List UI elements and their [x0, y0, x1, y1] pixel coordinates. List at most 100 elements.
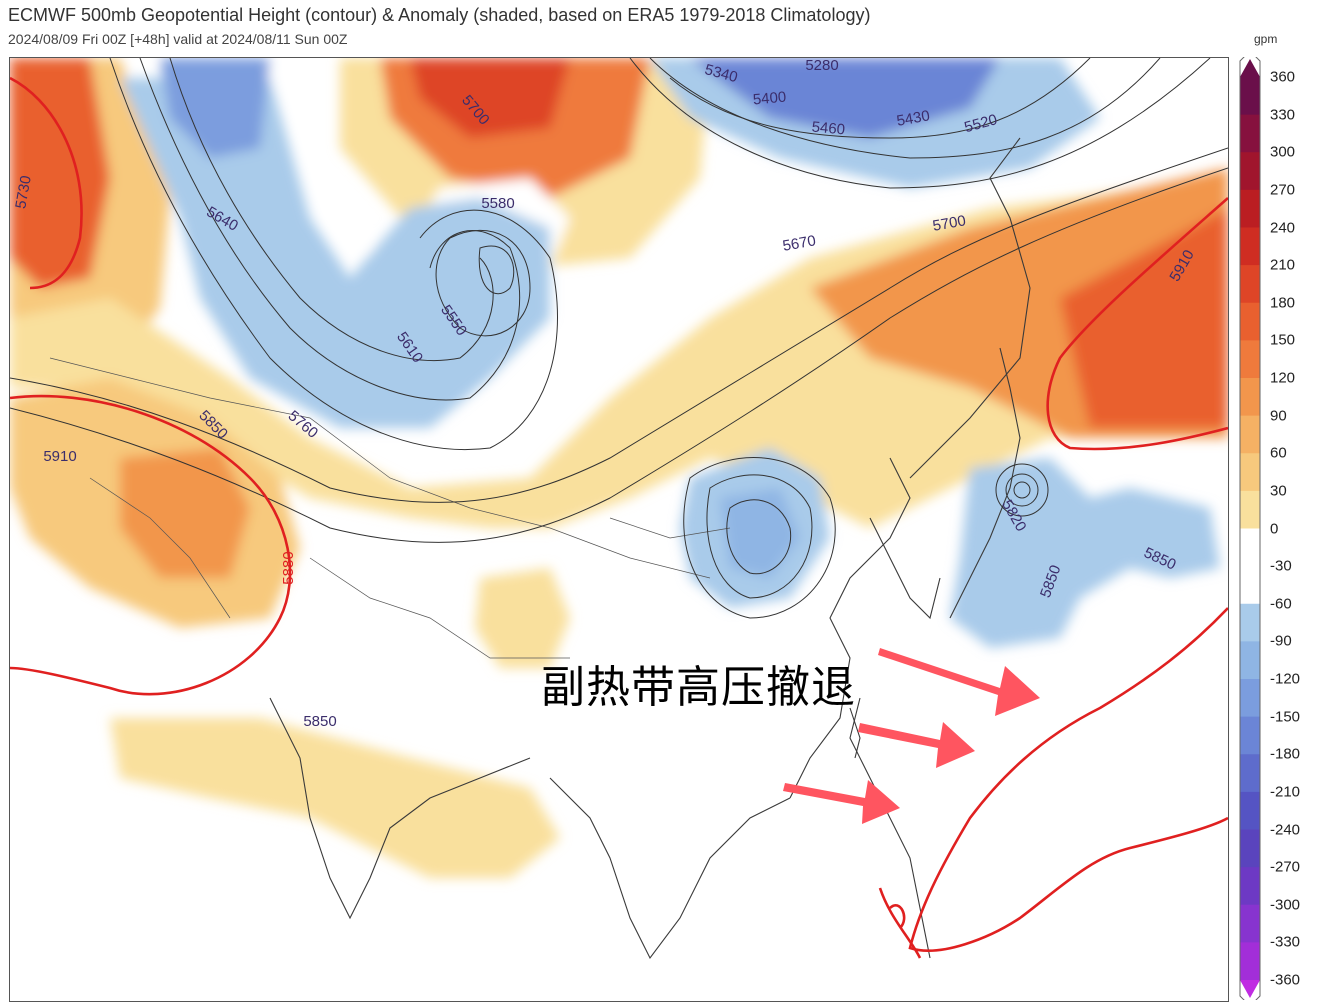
- colorbar-cell: [1240, 378, 1260, 417]
- contour-line: [995, 463, 1049, 517]
- contour-line: [669, 58, 1091, 139]
- contour-line: [10, 147, 1228, 503]
- colorbar-tick-label: -30: [1270, 557, 1292, 575]
- coastline-japan: [949, 347, 1021, 619]
- coastline-indochina: [549, 777, 791, 960]
- coastline-taiwan: [849, 707, 861, 759]
- colorbar-cell: [1240, 340, 1260, 379]
- colorbar-cap-top: [1240, 59, 1260, 77]
- anomaly-positive-west-core: [120, 448, 250, 578]
- colorbar-cell: [1240, 641, 1260, 680]
- colorbar-cell: [1240, 867, 1260, 906]
- contour-label: 5430: [895, 107, 931, 130]
- contour-line: [726, 499, 792, 575]
- colorbar-cap-bottom: [1240, 980, 1260, 998]
- contour-line: [1013, 481, 1031, 499]
- contour-label: 5580: [481, 195, 514, 212]
- height-contours: [10, 58, 1228, 619]
- contour-label: 5700: [931, 212, 967, 235]
- contour-label: 5910: [43, 448, 76, 465]
- contour-line: [706, 474, 813, 599]
- contour-line: [139, 58, 521, 401]
- arrow-bottom[interactable]: [783, 780, 900, 824]
- colorbar-cell: [1240, 904, 1260, 943]
- colorbar-cell: [1240, 679, 1260, 718]
- colorbar-cell: [1240, 189, 1260, 228]
- contour-label: 5400: [752, 89, 787, 109]
- colorbar-tick-label: 150: [1270, 331, 1296, 349]
- contour-line: [478, 245, 515, 295]
- colorbar-tick-label: 180: [1270, 294, 1296, 312]
- colorbar-cell: [1240, 566, 1260, 605]
- colorbar-tick-label: -60: [1270, 595, 1292, 613]
- colorbar-tick-label: -90: [1270, 632, 1292, 650]
- coastline-philippines: [849, 697, 931, 959]
- contour-line: [629, 58, 1211, 189]
- coastline-china: [789, 457, 911, 799]
- colorbar-tick-label: -330: [1270, 933, 1301, 951]
- colorbar-tick-label: 270: [1270, 181, 1296, 199]
- arrow-middle[interactable]: [858, 722, 975, 768]
- colorbar-tick-label: 0: [1270, 520, 1279, 537]
- arrow-top[interactable]: [878, 648, 1040, 716]
- map-panel: 5730 5640 5550 5610 5580 5700 5760 5850 …: [9, 57, 1229, 1002]
- colorbar-tick-label: 240: [1270, 219, 1296, 236]
- contour-line: [649, 58, 1161, 159]
- colorbar-cell: [1240, 528, 1260, 567]
- colorbar-cell: [1240, 791, 1260, 830]
- coastline-india: [269, 697, 531, 920]
- anomaly-positive-east-core: [1060, 208, 1228, 428]
- coastlines: [49, 137, 1031, 960]
- map-title: ECMWF 500mb Geopotential Height (contour…: [8, 5, 871, 25]
- red-contour-islands: [878, 887, 922, 959]
- anomaly-shading: [10, 58, 1228, 878]
- contour-line: [435, 229, 531, 337]
- colorbar-tick-label: 120: [1270, 369, 1296, 387]
- colorbar-tick-label: 360: [1270, 68, 1296, 86]
- contour-label: 5460: [811, 119, 846, 139]
- anomaly-negative-ne-core: [690, 58, 1000, 138]
- colorbar-tick-label: -300: [1270, 896, 1301, 914]
- red-contour-nw: [10, 76, 83, 290]
- colorbar-cell: [1240, 942, 1260, 981]
- colorbar-cell: [1240, 152, 1260, 191]
- colorbar-tick-label: 60: [1270, 444, 1287, 462]
- colorbar-cell: [1240, 415, 1260, 454]
- anomaly-negative-trough-core: [160, 58, 270, 158]
- colorbar-tick-label: -120: [1270, 670, 1301, 688]
- red-contour-east: [1046, 197, 1228, 451]
- colorbar-tick-label: -150: [1270, 708, 1301, 726]
- anomaly-positive-tibet: [475, 568, 570, 668]
- anomaly-positive-north-peak: [410, 58, 570, 138]
- contour-line: [169, 58, 494, 361]
- anomaly-negative-trough: [120, 78, 550, 428]
- colorbar-unit: gpm: [1254, 32, 1278, 46]
- contour-label: 5280: [805, 58, 838, 74]
- colorbar-tick-label: -210: [1270, 783, 1301, 801]
- colorbar-cell: [1240, 754, 1260, 793]
- retreat-annotation: 副热带高压撤退: [541, 662, 856, 713]
- anomaly-map: 5730 5640 5550 5610 5580 5700 5760 5850 …: [10, 58, 1228, 960]
- colorbar-cell: [1240, 603, 1260, 642]
- colorbar-cell: [1240, 829, 1260, 868]
- colorbar-cell: [1240, 227, 1260, 266]
- colorbar-cell: [1240, 77, 1260, 116]
- contour-label: 5880: [280, 551, 297, 584]
- colorbar-outline: [1239, 57, 1261, 1000]
- anomaly-negative-japan: [950, 458, 1220, 648]
- colorbar-tick-label: -270: [1270, 858, 1301, 876]
- anomaly-positive-india: [110, 718, 560, 878]
- colorbar-tick-label: -180: [1270, 745, 1301, 763]
- anomaly-positive-nw-core: [10, 58, 110, 288]
- colorbar-tick-label: -360: [1270, 971, 1301, 989]
- colorbar-tick-label: 90: [1270, 407, 1287, 425]
- contour-line: [109, 58, 558, 450]
- colorbar-tick-label: 210: [1270, 256, 1296, 274]
- colorbar-tick-label: -240: [1270, 821, 1301, 838]
- subtropical-high-contour: [10, 76, 1228, 959]
- colorbar-tick-label: 30: [1270, 482, 1287, 500]
- colorbar-cell: [1240, 490, 1260, 529]
- contour-label: 5670: [781, 232, 817, 255]
- colorbar: [1239, 57, 1261, 1000]
- border-lines: [49, 357, 731, 659]
